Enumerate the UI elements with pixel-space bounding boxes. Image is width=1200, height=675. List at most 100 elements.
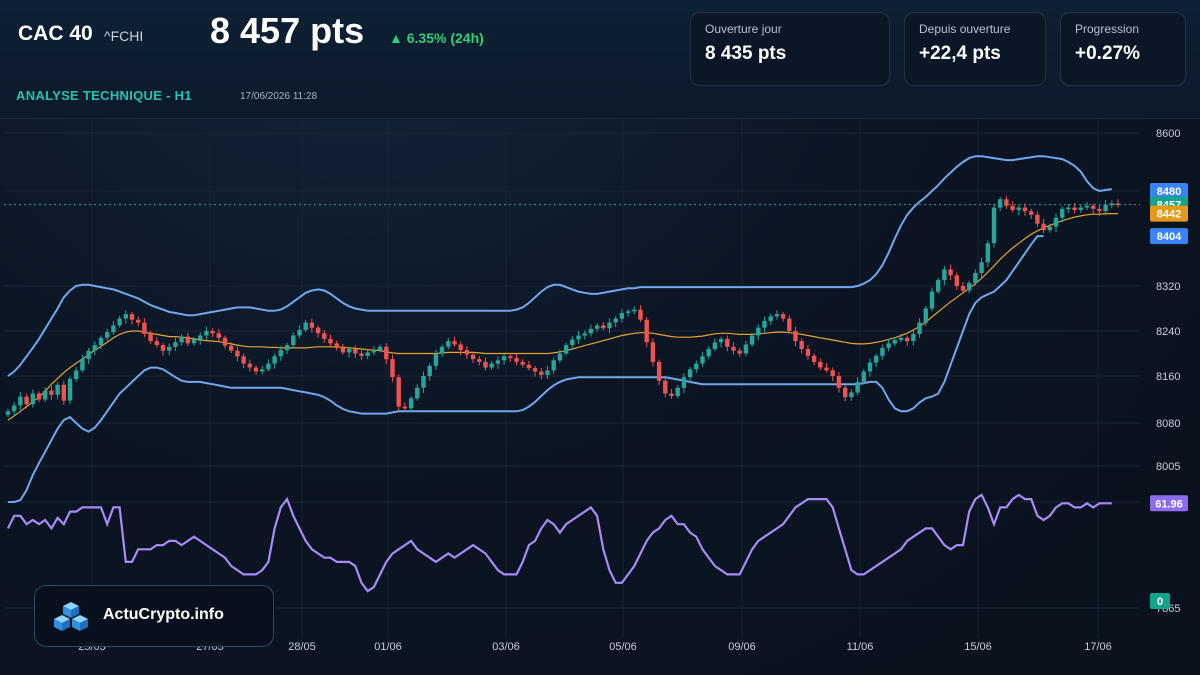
candle-body bbox=[291, 335, 296, 346]
price-tick-label: 8080 bbox=[1156, 418, 1180, 430]
logo-badge[interactable]: ActuCrypto.info bbox=[34, 585, 274, 647]
candle-body bbox=[799, 341, 804, 349]
candle-body bbox=[36, 393, 42, 400]
ticker-code: ^FCHI bbox=[104, 28, 144, 44]
bollinger-upper-badge: 8480 bbox=[1157, 186, 1181, 198]
candle-body bbox=[464, 350, 470, 355]
value-badges: 848084578442840461.960 bbox=[1150, 183, 1188, 609]
candle-body bbox=[1103, 204, 1108, 212]
candle-body bbox=[1035, 214, 1040, 224]
candle-body bbox=[1060, 208, 1065, 218]
candle-body bbox=[204, 331, 209, 336]
candle-body bbox=[917, 322, 922, 334]
candle-body bbox=[334, 343, 339, 348]
candle-body bbox=[365, 352, 370, 356]
candle-body bbox=[402, 406, 408, 409]
candle-body bbox=[247, 363, 252, 368]
candle-body bbox=[756, 327, 761, 336]
rsi-zero-badge: 0 bbox=[1157, 596, 1163, 608]
candle-body bbox=[582, 333, 587, 336]
candle-body bbox=[284, 345, 290, 351]
candle-body bbox=[173, 342, 178, 347]
candle-body bbox=[123, 314, 128, 319]
candle-body bbox=[222, 337, 228, 346]
rsi-badge-bg bbox=[1150, 495, 1188, 512]
candle-body bbox=[43, 390, 48, 400]
candle-body bbox=[514, 358, 519, 362]
candle-body bbox=[105, 332, 110, 338]
candle-body bbox=[24, 396, 29, 405]
candle-body bbox=[470, 354, 476, 360]
candle-body bbox=[495, 360, 501, 364]
candle-body bbox=[954, 275, 959, 286]
candle-body bbox=[1078, 207, 1083, 210]
candle-body bbox=[619, 313, 625, 319]
candle-body bbox=[849, 392, 854, 398]
candle-body bbox=[266, 363, 271, 370]
candle-body bbox=[588, 328, 594, 334]
candle-body bbox=[557, 353, 563, 361]
candle-body bbox=[551, 360, 556, 371]
candle-body bbox=[1084, 205, 1090, 208]
moving-average-badge-bg bbox=[1150, 205, 1188, 222]
candle-body bbox=[340, 347, 346, 353]
candle-body bbox=[297, 329, 302, 336]
cubes-logo-icon bbox=[54, 602, 88, 631]
candle-body bbox=[656, 361, 662, 381]
candle-body bbox=[1097, 208, 1102, 212]
candle-body bbox=[805, 349, 811, 356]
candle-body bbox=[594, 325, 600, 329]
candle-body bbox=[700, 356, 705, 364]
candle-body bbox=[49, 390, 54, 395]
candle-body bbox=[1066, 207, 1071, 210]
timestamp: 17/06/2026 11:28 bbox=[240, 91, 318, 102]
candle-body bbox=[508, 356, 513, 358]
candle-body bbox=[458, 344, 463, 351]
candle-body bbox=[390, 359, 395, 378]
candle-body bbox=[74, 370, 79, 379]
candle-body bbox=[638, 309, 643, 320]
candle-body bbox=[1115, 203, 1121, 205]
candle-body bbox=[613, 318, 618, 323]
stat-value: +22,4 pts bbox=[919, 43, 1001, 64]
candle-body bbox=[905, 337, 910, 342]
candle-body bbox=[359, 353, 364, 356]
candle-body bbox=[309, 322, 315, 328]
stat-label: Depuis ouverture bbox=[919, 22, 1011, 36]
candle-body bbox=[384, 346, 389, 360]
bollinger-upper-badge-bg bbox=[1150, 183, 1188, 199]
candle-body bbox=[563, 345, 569, 354]
candle-body bbox=[570, 339, 575, 345]
candle-body bbox=[743, 344, 749, 354]
candle-body bbox=[830, 370, 835, 376]
candle-body bbox=[731, 346, 736, 351]
candle-body bbox=[415, 387, 420, 399]
candle-body bbox=[712, 342, 718, 350]
rsi-line bbox=[7, 493, 1112, 593]
candle-body bbox=[967, 283, 972, 291]
section-title: ANALYSE TECHNIQUE - H1 bbox=[16, 88, 192, 103]
candle-body bbox=[322, 333, 327, 339]
date-tick-label: 09/06 bbox=[728, 641, 756, 653]
candle-body bbox=[185, 336, 190, 344]
candle-body bbox=[142, 322, 147, 334]
candle-body bbox=[210, 331, 215, 334]
stat-value: 8 435 pts bbox=[705, 43, 787, 64]
candle-body bbox=[346, 349, 352, 353]
candle-body bbox=[793, 331, 798, 342]
candle-body bbox=[948, 269, 953, 276]
candle-body bbox=[421, 376, 426, 388]
price-tick-label: 8160 bbox=[1156, 371, 1180, 383]
candle-body bbox=[272, 356, 277, 364]
rsi-indicator bbox=[7, 493, 1112, 593]
candle-body bbox=[303, 322, 308, 330]
moving-average-badge: 8442 bbox=[1157, 209, 1181, 221]
candle-body bbox=[1047, 226, 1052, 231]
candle-body bbox=[539, 371, 544, 375]
candlestick-chart: 78657945800580808160824083208600 25/0527… bbox=[4, 118, 1188, 653]
candle-body bbox=[991, 207, 997, 244]
price-tick-label: 8240 bbox=[1156, 326, 1180, 338]
candle-body bbox=[446, 341, 451, 347]
candle-body bbox=[160, 345, 166, 351]
candle-body bbox=[632, 309, 637, 312]
